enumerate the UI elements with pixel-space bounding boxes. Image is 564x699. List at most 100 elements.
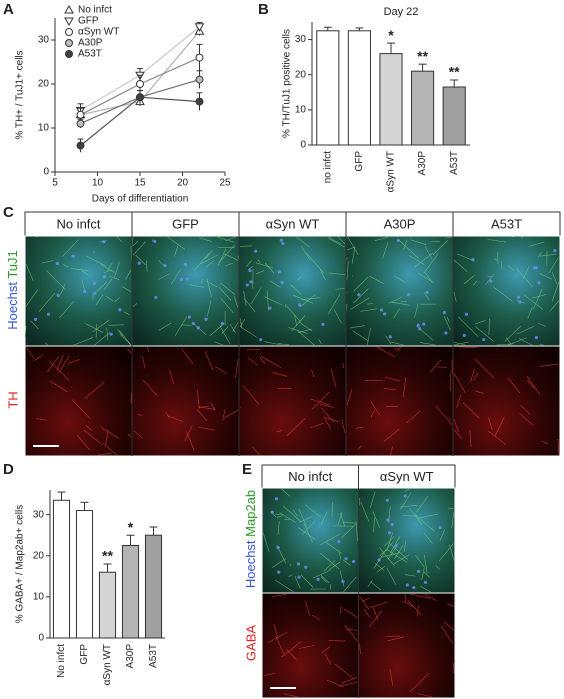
nucleus (462, 333, 466, 338)
nucleus (102, 275, 107, 279)
neurite (117, 329, 123, 337)
nucleus (248, 268, 252, 273)
y-tick-label: 0 (300, 140, 306, 151)
nucleus (274, 497, 279, 501)
nucleus (179, 277, 184, 281)
nucleus (259, 338, 263, 342)
column-label: A53T (491, 216, 522, 231)
neurite (456, 395, 461, 409)
neurite (323, 559, 336, 572)
neurite (423, 253, 439, 274)
neurite (297, 330, 315, 346)
nucleus (46, 312, 51, 316)
neurite (221, 326, 229, 334)
neurite (400, 492, 412, 510)
neurite (58, 355, 70, 374)
neurite (320, 511, 328, 525)
y-axis-label: % TH/TuJ1 positive cells (282, 29, 293, 138)
neurite (410, 593, 431, 599)
neurite (220, 297, 234, 314)
marker (76, 119, 85, 128)
nucleus (403, 494, 407, 498)
nucleus (163, 263, 167, 268)
x-axis-label: Days of differentiation (92, 194, 189, 205)
stain-label: Hoechst (243, 540, 258, 588)
neurite (198, 405, 210, 408)
neurite (404, 488, 410, 493)
neurite (300, 245, 311, 261)
neurite (33, 354, 44, 361)
nucleus (83, 290, 87, 294)
neurite (318, 339, 322, 345)
neurite (492, 286, 513, 302)
neurite (321, 407, 334, 423)
y-tick-label: 10 (33, 592, 45, 603)
neurite (262, 532, 270, 553)
marker (195, 97, 204, 106)
neurite (420, 586, 431, 593)
neurite (344, 624, 358, 642)
bar (442, 86, 466, 146)
neurite (351, 275, 354, 277)
neurite (85, 425, 93, 431)
neurite (100, 264, 115, 273)
y-tick-label: 30 (38, 35, 50, 46)
neurite (257, 259, 261, 263)
neurite (224, 409, 239, 419)
neurite (305, 600, 311, 616)
neurite (272, 372, 287, 377)
micrograph (261, 487, 359, 594)
neurite (504, 325, 521, 342)
neurite (403, 515, 417, 517)
neurite (310, 398, 331, 406)
neurite (283, 693, 299, 698)
neurite (488, 318, 490, 336)
nucleus (537, 281, 541, 285)
neurite (167, 236, 186, 250)
neurite (343, 608, 358, 619)
neurite (520, 404, 531, 415)
nucleus (93, 291, 97, 295)
column-label: No infct (56, 216, 100, 231)
neurite (77, 435, 90, 451)
legend-label: αSyn WT (78, 27, 119, 38)
x-tick-label: αSyn WT (386, 151, 397, 192)
neurite (294, 575, 301, 589)
neurite (394, 545, 404, 560)
neurite (293, 294, 314, 304)
neurite (445, 236, 453, 239)
neurite (453, 341, 466, 346)
bar (98, 571, 117, 639)
nucleus (191, 321, 195, 326)
neurite (387, 636, 405, 642)
neurite (527, 306, 533, 319)
neurite (511, 235, 517, 238)
neurite (209, 323, 225, 337)
neurite (453, 291, 457, 302)
nucleus (516, 295, 520, 299)
neurite (441, 626, 454, 644)
neurite (335, 664, 354, 679)
nucleus (109, 332, 113, 336)
neurite (404, 593, 407, 603)
neurite (494, 258, 498, 261)
neurite (386, 567, 396, 585)
neurite (81, 279, 86, 293)
neurite (105, 429, 109, 445)
neurite (80, 269, 88, 275)
neurite (301, 297, 321, 301)
micrograph (131, 345, 240, 457)
neurite (393, 308, 401, 319)
neurite (394, 275, 406, 283)
neurite (304, 504, 322, 518)
nucleus (471, 258, 475, 262)
neurite (298, 645, 315, 649)
neurite (239, 318, 246, 328)
neurite (123, 311, 130, 316)
nucleus (534, 335, 539, 340)
neurite (379, 547, 395, 567)
neurite (105, 295, 114, 302)
nucleus (118, 308, 122, 312)
neurite (523, 294, 544, 310)
neurite (540, 253, 557, 257)
